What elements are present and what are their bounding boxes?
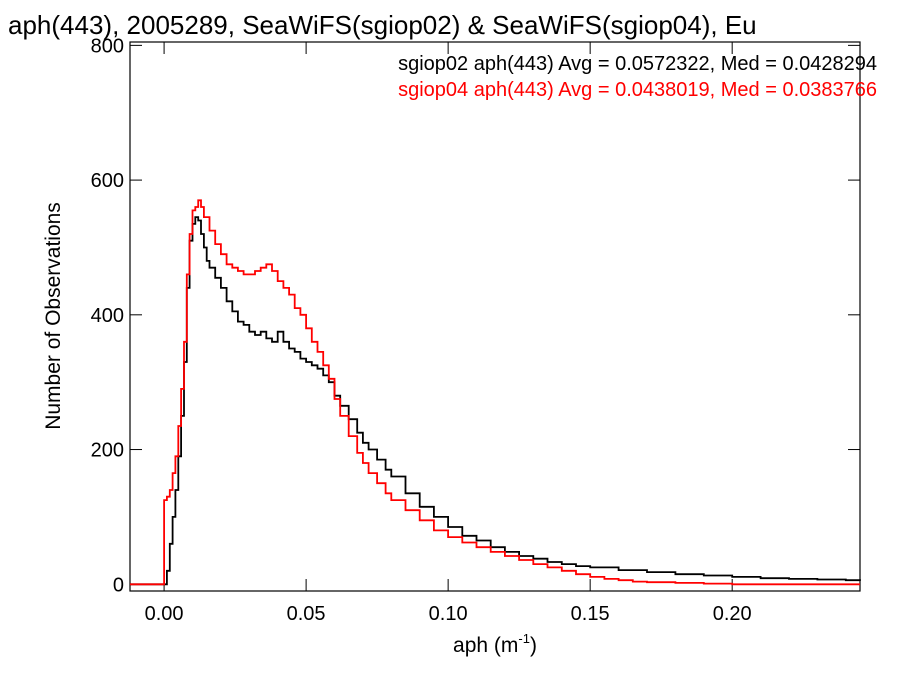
legend-entry-sgiop04: sgiop04 aph(443) Avg = 0.0438019, Med = … [398,79,877,101]
x-axis-label-base: aph (m [453,634,518,657]
y-tick-label: 800 [91,35,124,57]
series-line-sgiop04 [130,199,860,586]
series-layer [130,199,861,586]
legend-entry-sgiop02: sgiop02 aph(443) Avg = 0.0572322, Med = … [398,53,877,75]
x-axis: 0.00 0.05 0.10 0.15 0.20 [145,42,752,625]
x-tick-label: 0.00 [145,603,184,625]
x-tick-label: 0.15 [571,603,610,625]
x-tick-label: 0.20 [713,603,752,625]
x-tick-label: 0.05 [287,603,326,625]
y-tick-label: 600 [91,170,124,192]
series-line-sgiop02 [130,216,861,586]
x-axis-label: aph (m-1) [453,631,537,657]
y-tick-label: 0 [113,574,124,596]
y-axis-label: Number of Observations [42,202,65,430]
y-tick-label: 200 [91,440,124,462]
x-axis-label-close: ) [530,634,537,657]
y-tick-label: 400 [91,305,124,327]
y-axis: 0 200 400 600 800 [91,35,860,596]
x-axis-label-exponent: -1 [518,631,530,646]
x-tick-label: 0.10 [429,603,468,625]
chart-title: aph(443), 2005289, SeaWiFS(sgiop02) & Se… [8,10,757,40]
plot-frame [129,41,861,592]
